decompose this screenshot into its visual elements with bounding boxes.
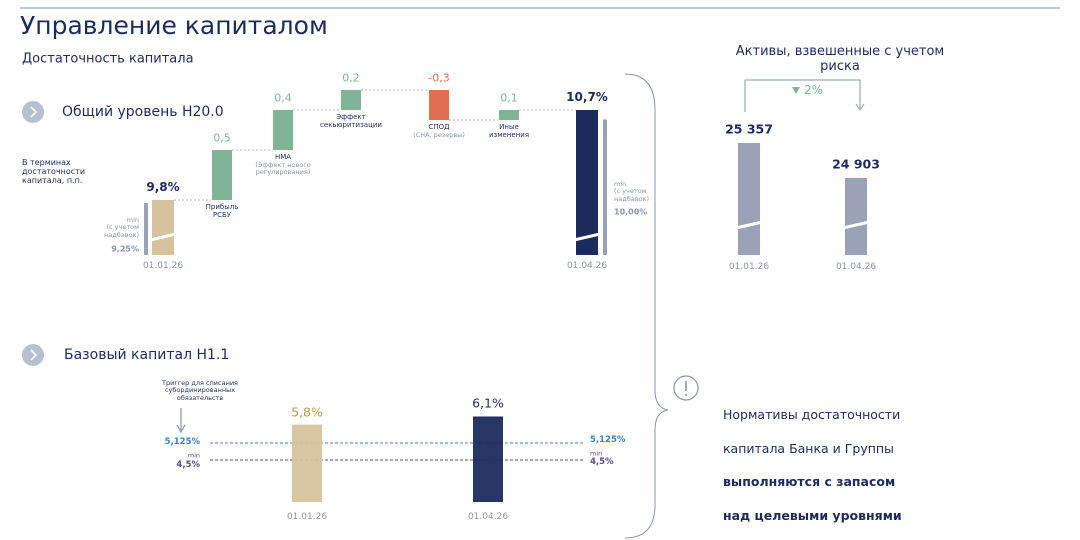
category-label: Прибыль РСБУ	[205, 203, 239, 220]
category-note: (Эффект нового регулирования)	[255, 161, 311, 177]
chart-title: Активы, взвешенные с учетом риска	[735, 44, 945, 74]
threshold-label: 5,125%	[164, 437, 200, 448]
value-label: 0,1	[500, 91, 518, 105]
threshold-caption: min	[590, 449, 603, 458]
value-label: 6,1%	[472, 396, 504, 412]
bracket	[624, 73, 669, 539]
bar	[152, 200, 174, 255]
down-triangle	[792, 87, 800, 94]
section-icon	[22, 344, 44, 366]
value-label: 5,8%	[291, 404, 323, 420]
value-label: 9,8%	[146, 180, 180, 195]
min-marker	[603, 119, 607, 255]
threshold-label: 4,5%	[590, 457, 614, 468]
category-label: 01.01.26	[728, 261, 770, 272]
page-title: Управление капиталом	[20, 11, 328, 40]
min-marker	[144, 203, 148, 255]
axis-break	[735, 220, 763, 230]
value-label: 10,7%	[566, 90, 608, 105]
axis-break	[149, 232, 177, 242]
bar	[473, 416, 503, 502]
category-label: 01.01.26	[286, 511, 328, 522]
y-label: В терминах достаточности капитала, п.п.	[22, 158, 86, 186]
category-label: 01.01.26	[142, 260, 184, 271]
value-label: 24 903	[832, 156, 880, 172]
category-label: НМА	[274, 153, 292, 161]
axis-break	[842, 220, 870, 230]
arrow-head	[855, 103, 865, 111]
category-label: СПОД	[428, 123, 450, 131]
category-label: 01.04.26	[566, 260, 608, 271]
alert-icon	[673, 375, 699, 401]
bar	[273, 110, 293, 150]
section-icon	[22, 101, 44, 123]
category-label: 01.04.26	[835, 261, 877, 272]
min-value: 10,00%	[614, 207, 648, 217]
value-label: 0,4	[274, 91, 292, 105]
min-value: 9,25%	[111, 244, 139, 254]
chart-subtitle: Базовый капитал Н1.1	[64, 346, 230, 363]
bar	[576, 110, 598, 255]
note-line: Нормативы достаточности	[723, 406, 901, 422]
note-line: выполняются с запасом	[723, 474, 896, 490]
bar	[212, 150, 232, 200]
category-label: Эффект секьюритизации	[320, 113, 382, 130]
note-line: над целевыми уровнями	[723, 508, 902, 524]
bar	[499, 110, 519, 120]
category-label: Иные изменения	[488, 123, 530, 140]
value-label: 0,5	[213, 131, 231, 145]
trigger-note: Триггер для списания субординированных о…	[162, 378, 238, 402]
change-label: 2%	[804, 83, 824, 98]
change-bracket	[744, 79, 861, 112]
bar	[292, 424, 322, 502]
threshold-label: 5,125%	[590, 435, 626, 446]
bar	[429, 90, 449, 120]
category-label: 01.04.26	[467, 511, 509, 522]
chevron	[30, 349, 38, 361]
chart-subtitle: Общий уровень Н20.0	[62, 103, 224, 120]
bar	[738, 143, 760, 255]
threshold-caption: min	[187, 451, 200, 460]
bar	[845, 177, 867, 255]
min-label: min (с учетом надбавок)	[614, 179, 649, 203]
note: Нормативы достаточности капитала Банка и…	[723, 390, 902, 540]
arrow-head	[176, 424, 186, 434]
threshold-label: 4,5%	[176, 460, 200, 471]
bar	[341, 90, 361, 110]
value-label: 25 357	[725, 121, 773, 137]
chevron	[30, 106, 38, 118]
value-label: 0,2	[342, 71, 360, 85]
min-label: min (с учетом надбавок)	[104, 215, 139, 239]
value-label: -0,3	[428, 71, 450, 85]
note-line: капитала Банка и Группы	[723, 440, 894, 456]
axis-break	[573, 232, 601, 242]
chart-title: Достаточность капитала	[22, 51, 194, 67]
alert-dot	[685, 394, 687, 396]
category-note: (СНА, резервы)	[413, 131, 465, 139]
